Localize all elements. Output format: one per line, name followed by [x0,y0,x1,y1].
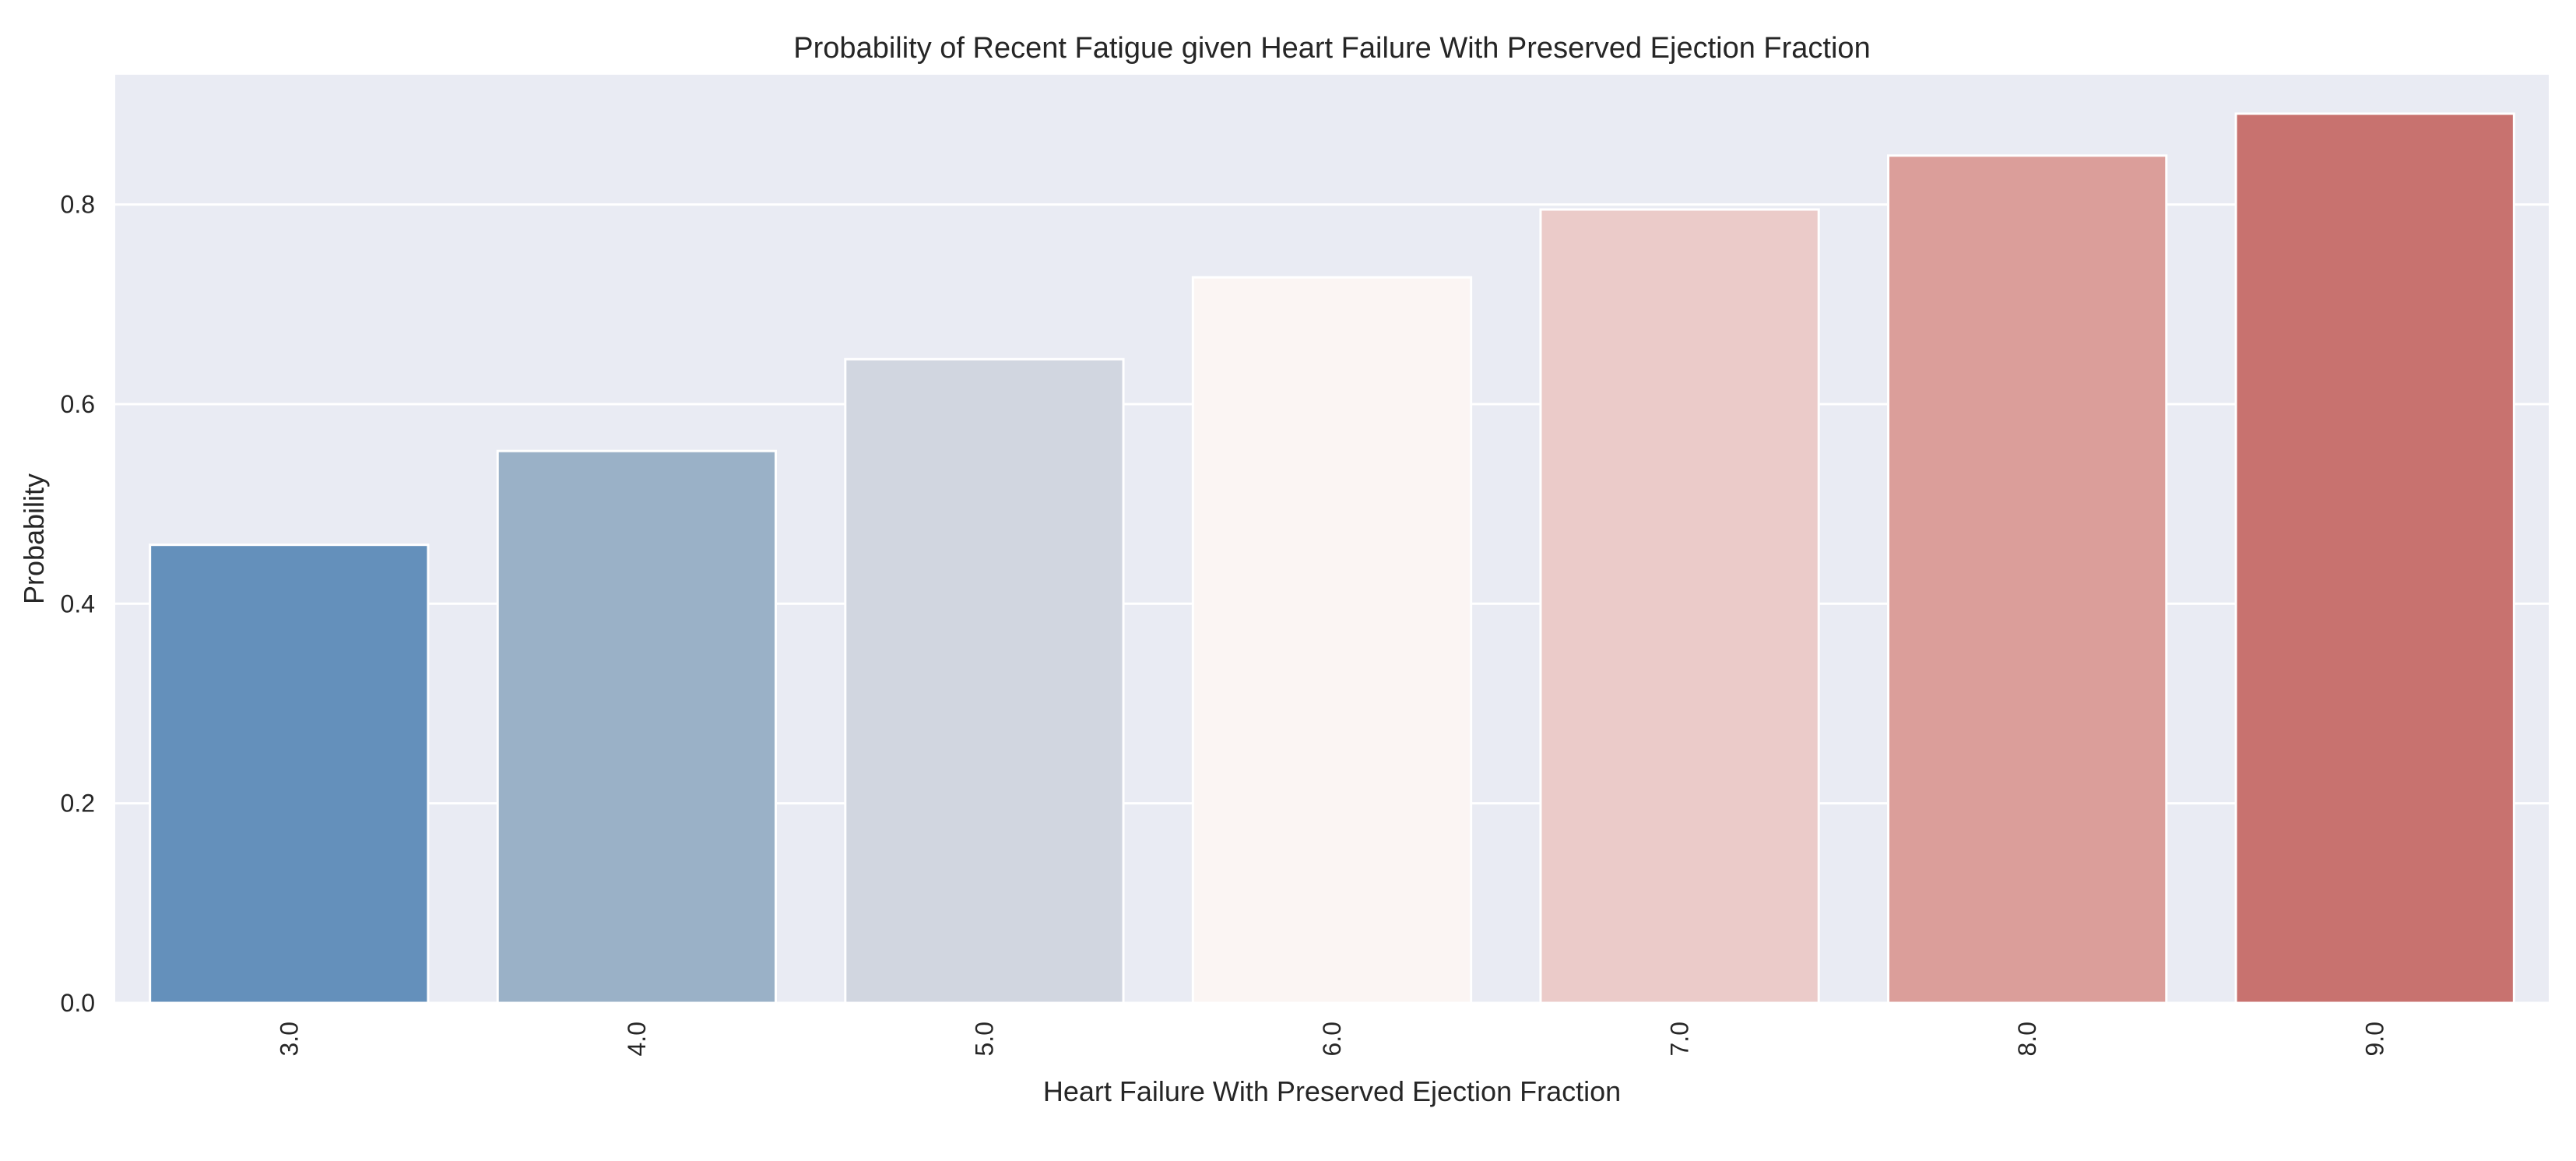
y-tick-label: 0.8 [61,191,95,219]
bar-7.0 [1539,208,1820,1004]
bar-4.0 [496,449,777,1004]
x-tick-label: 5.0 [970,1022,998,1056]
x-tick-label: 4.0 [623,1022,651,1056]
bar-6.0 [1191,276,1473,1004]
y-tick-labels: 0.0 0.2 0.4 0.6 0.8 [61,191,95,1017]
x-tick-label: 8.0 [2013,1022,2041,1056]
bar-8.0 [1887,154,2168,1004]
x-tick-label: 9.0 [2361,1022,2389,1056]
y-tick-label: 0.0 [61,989,95,1017]
x-tick-label: 7.0 [1666,1022,1694,1056]
x-tick-label: 3.0 [275,1022,303,1056]
y-axis-label: Probability [18,473,50,604]
x-tick-labels: 3.0 4.0 5.0 6.0 7.0 8.0 9.0 [275,1022,2388,1056]
bars [149,112,2515,1004]
bar-3.0 [149,544,430,1004]
bar-5.0 [844,357,1125,1004]
bar-9.0 [2234,112,2515,1004]
y-tick-label: 0.6 [61,390,95,418]
y-tick-label: 0.2 [61,790,95,818]
x-axis-label: Heart Failure With Preserved Ejection Fr… [1043,1075,1621,1107]
chart-title: Probability of Recent Fatigue given Hear… [793,32,1870,65]
x-tick-label: 6.0 [1318,1022,1346,1056]
y-tick-label: 0.4 [61,589,95,617]
